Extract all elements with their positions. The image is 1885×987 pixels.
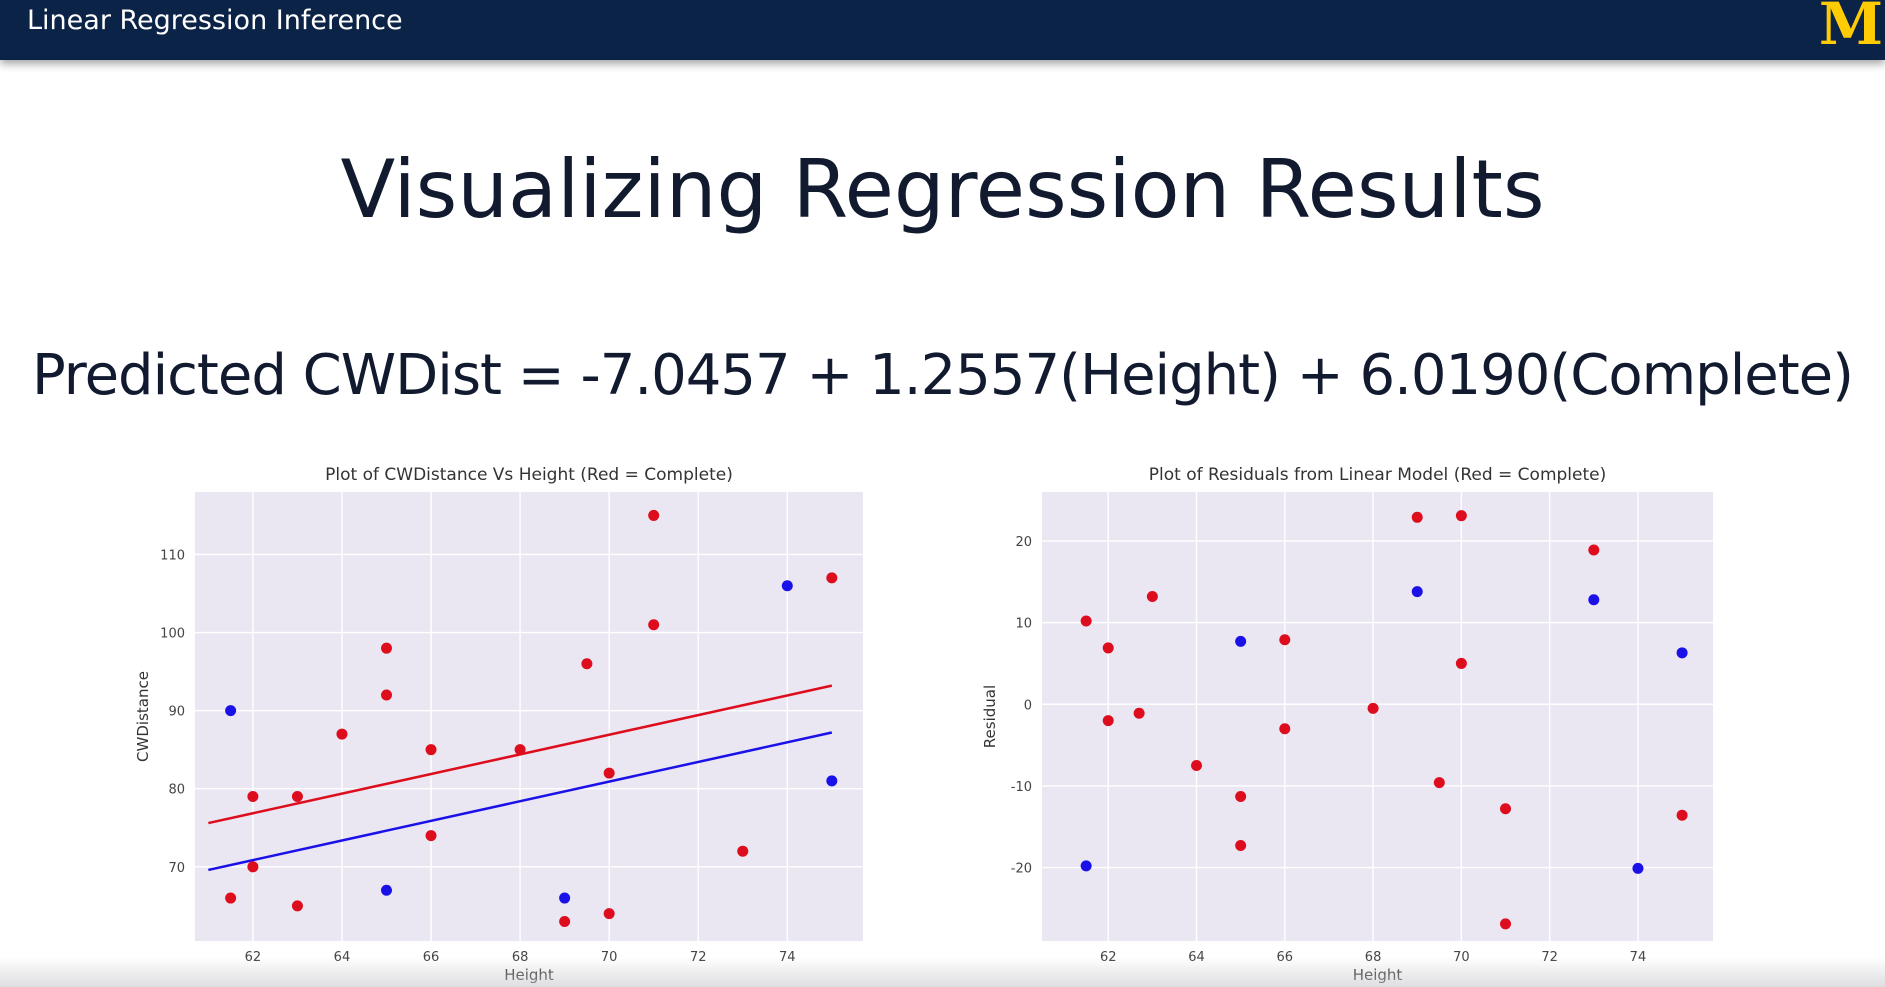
data-point bbox=[380, 689, 392, 701]
data-point bbox=[1455, 510, 1467, 522]
data-point bbox=[291, 900, 303, 912]
data-point bbox=[1588, 544, 1600, 556]
data-point bbox=[1279, 634, 1291, 646]
chart-1: 62646668707274708090100110Plot of CWDist… bbox=[134, 465, 863, 984]
data-point bbox=[425, 744, 437, 756]
data-point bbox=[1235, 635, 1247, 647]
data-point bbox=[247, 791, 259, 803]
data-point bbox=[1102, 715, 1114, 727]
y-tick-label: 10 bbox=[1015, 617, 1032, 632]
data-point bbox=[1588, 594, 1600, 606]
data-point bbox=[1411, 586, 1423, 598]
data-point bbox=[291, 791, 303, 803]
y-tick-label: 80 bbox=[168, 783, 185, 798]
slide-title: Visualizing Regression Results bbox=[340, 143, 1545, 236]
data-point bbox=[1133, 707, 1145, 719]
data-point bbox=[514, 744, 526, 756]
data-point bbox=[1367, 702, 1379, 714]
data-point bbox=[1279, 723, 1291, 735]
data-point bbox=[1146, 590, 1158, 602]
y-tick-label: 0 bbox=[1024, 698, 1032, 713]
plot-background bbox=[195, 492, 863, 941]
data-point bbox=[1080, 860, 1092, 872]
data-point bbox=[1102, 642, 1114, 654]
data-point bbox=[781, 580, 793, 592]
data-point bbox=[559, 892, 571, 904]
y-tick-label: 110 bbox=[160, 548, 185, 563]
data-point bbox=[1235, 839, 1247, 851]
header-bar: Linear Regression Inference M bbox=[0, 0, 1885, 60]
data-point bbox=[336, 728, 348, 740]
y-tick-label: 100 bbox=[160, 627, 185, 642]
data-point bbox=[1235, 791, 1247, 803]
chart-title: Plot of Residuals from Linear Model (Red… bbox=[1149, 465, 1606, 485]
data-point bbox=[1676, 647, 1688, 659]
data-point bbox=[603, 767, 615, 779]
data-point bbox=[1500, 918, 1512, 930]
data-point bbox=[1500, 803, 1512, 815]
data-point bbox=[1632, 862, 1644, 874]
data-point bbox=[603, 908, 615, 920]
data-point bbox=[559, 915, 571, 927]
header-title: Linear Regression Inference bbox=[27, 5, 403, 36]
y-axis-label: Residual bbox=[981, 685, 999, 748]
data-point bbox=[380, 884, 392, 896]
regression-equation: Predicted CWDist = -7.0457 + 1.2557(Heig… bbox=[32, 343, 1854, 408]
data-point bbox=[648, 509, 660, 521]
data-point bbox=[247, 861, 259, 873]
data-point bbox=[1411, 511, 1423, 523]
y-tick-label: -10 bbox=[1011, 780, 1032, 795]
data-point bbox=[1191, 759, 1203, 771]
y-tick-label: -20 bbox=[1011, 862, 1032, 877]
university-logo: M bbox=[1818, 0, 1883, 58]
plot-background bbox=[1042, 492, 1713, 941]
data-point bbox=[826, 572, 838, 584]
data-point bbox=[581, 658, 593, 670]
data-point bbox=[648, 619, 660, 631]
data-point bbox=[1455, 657, 1467, 669]
data-point bbox=[1433, 777, 1445, 789]
y-axis-label: CWDistance bbox=[134, 671, 152, 762]
data-point bbox=[826, 775, 838, 787]
y-tick-label: 90 bbox=[168, 705, 185, 720]
data-point bbox=[225, 892, 237, 904]
y-tick-label: 20 bbox=[1015, 535, 1032, 550]
data-point bbox=[1676, 809, 1688, 821]
data-point bbox=[1080, 615, 1092, 627]
footer-shade bbox=[0, 957, 1885, 987]
chart-title: Plot of CWDistance Vs Height (Red = Comp… bbox=[325, 465, 733, 485]
data-point bbox=[380, 642, 392, 654]
data-point bbox=[425, 830, 437, 842]
data-point bbox=[225, 705, 237, 717]
y-tick-label: 70 bbox=[168, 861, 185, 876]
regression-line bbox=[208, 731, 833, 872]
data-point bbox=[737, 845, 749, 857]
